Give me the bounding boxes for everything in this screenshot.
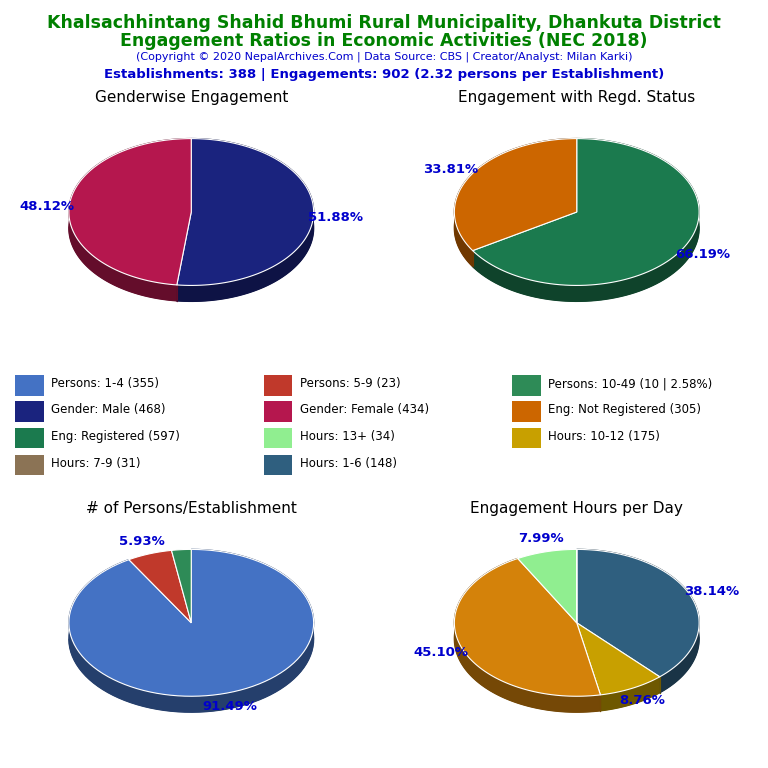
- Polygon shape: [177, 138, 313, 286]
- Text: (Copyright © 2020 NepalArchives.Com | Data Source: CBS | Creator/Analyst: Milan : (Copyright © 2020 NepalArchives.Com | Da…: [136, 51, 632, 62]
- Polygon shape: [69, 549, 313, 712]
- Polygon shape: [69, 549, 313, 697]
- Polygon shape: [455, 138, 577, 250]
- Title: Genderwise Engagement: Genderwise Engagement: [94, 91, 288, 105]
- Polygon shape: [472, 138, 699, 301]
- Text: 8.76%: 8.76%: [619, 694, 665, 707]
- Text: Hours: 7-9 (31): Hours: 7-9 (31): [51, 457, 141, 470]
- Polygon shape: [455, 558, 601, 712]
- Text: Hours: 10-12 (175): Hours: 10-12 (175): [548, 430, 660, 443]
- Polygon shape: [129, 551, 191, 623]
- Polygon shape: [518, 549, 577, 623]
- Bar: [15, 455, 44, 475]
- Polygon shape: [455, 558, 601, 697]
- Bar: [512, 428, 541, 449]
- Polygon shape: [69, 138, 191, 285]
- Polygon shape: [171, 549, 191, 623]
- Title: Engagement with Regd. Status: Engagement with Regd. Status: [458, 91, 695, 105]
- Title: Engagement Hours per Day: Engagement Hours per Day: [470, 502, 684, 516]
- Text: Eng: Not Registered (305): Eng: Not Registered (305): [548, 403, 701, 416]
- Text: 66.19%: 66.19%: [675, 248, 730, 260]
- Text: 51.88%: 51.88%: [308, 210, 363, 223]
- Polygon shape: [472, 138, 699, 286]
- Text: Hours: 1-6 (148): Hours: 1-6 (148): [300, 457, 397, 470]
- Bar: [15, 401, 44, 422]
- Text: Persons: 10-49 (10 | 2.58%): Persons: 10-49 (10 | 2.58%): [548, 377, 713, 390]
- Bar: [15, 376, 44, 396]
- Bar: [15, 428, 44, 449]
- Polygon shape: [455, 138, 577, 266]
- Text: 33.81%: 33.81%: [423, 164, 478, 177]
- Text: Establishments: 388 | Engagements: 902 (2.32 persons per Establishment): Establishments: 388 | Engagements: 902 (…: [104, 68, 664, 81]
- Text: 48.12%: 48.12%: [20, 200, 74, 214]
- Bar: [263, 376, 292, 396]
- Text: Gender: Female (434): Gender: Female (434): [300, 403, 429, 416]
- Text: Khalsachhintang Shahid Bhumi Rural Municipality, Dhankuta District: Khalsachhintang Shahid Bhumi Rural Munic…: [47, 14, 721, 31]
- Text: 5.93%: 5.93%: [119, 535, 165, 548]
- Text: 38.14%: 38.14%: [684, 584, 739, 598]
- Polygon shape: [601, 677, 660, 710]
- Polygon shape: [177, 138, 313, 301]
- Text: Gender: Male (468): Gender: Male (468): [51, 403, 166, 416]
- Text: Eng: Registered (597): Eng: Registered (597): [51, 430, 180, 443]
- Text: Persons: 1-4 (355): Persons: 1-4 (355): [51, 377, 159, 390]
- Text: 45.10%: 45.10%: [413, 646, 468, 659]
- Text: Persons: 5-9 (23): Persons: 5-9 (23): [300, 377, 400, 390]
- Bar: [263, 428, 292, 449]
- Polygon shape: [69, 138, 191, 301]
- Polygon shape: [577, 549, 699, 693]
- Text: 7.99%: 7.99%: [518, 532, 564, 545]
- Title: # of Persons/Establishment: # of Persons/Establishment: [86, 502, 296, 516]
- Text: Hours: 13+ (34): Hours: 13+ (34): [300, 430, 395, 443]
- Polygon shape: [577, 623, 660, 695]
- Polygon shape: [577, 549, 699, 677]
- Text: 91.49%: 91.49%: [202, 700, 257, 713]
- Text: Engagement Ratios in Economic Activities (NEC 2018): Engagement Ratios in Economic Activities…: [121, 32, 647, 50]
- Bar: [512, 376, 541, 396]
- Bar: [263, 455, 292, 475]
- Bar: [263, 401, 292, 422]
- Bar: [512, 401, 541, 422]
